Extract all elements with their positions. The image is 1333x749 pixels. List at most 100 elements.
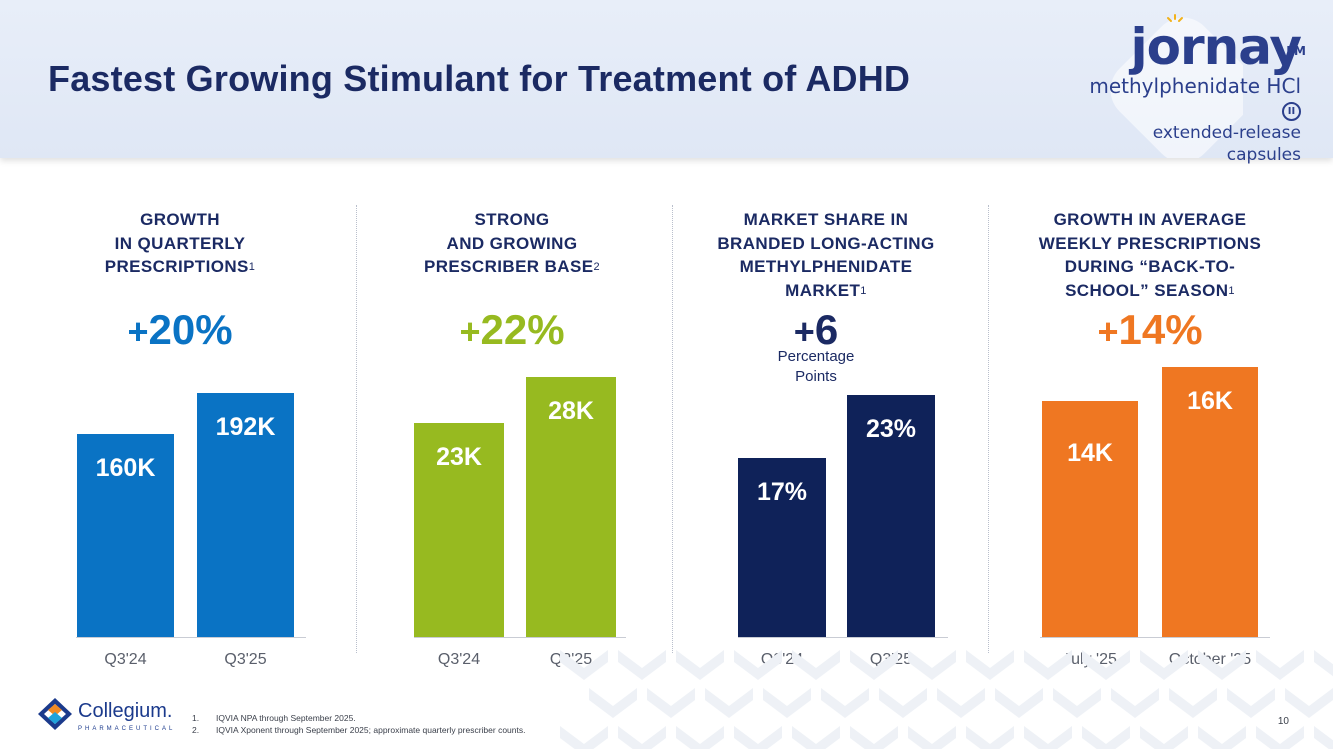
delta-sign: + (459, 311, 481, 352)
chevron-pattern (560, 650, 1333, 749)
kpi-panel: GROWTH IN QUARTERLY PRESCRIPTIONS1 +20% 160K… (30, 208, 330, 678)
chevron-shape (1198, 726, 1246, 749)
panel-heading-line: SCHOOL” SEASON1 (1065, 280, 1235, 300)
bar: 16K (1162, 367, 1258, 637)
chevron-shape (1198, 650, 1246, 680)
delta-sign: + (127, 311, 149, 352)
bar-value-label: 192K (215, 413, 276, 441)
chevron-shape (647, 688, 695, 718)
panel-heading-line: DURING “BACK-TO- (1064, 257, 1236, 276)
panel-divider (672, 205, 673, 653)
chevron-shape (1082, 726, 1130, 749)
x-tick-label: Q3'24 (437, 651, 481, 668)
footnotes: 1. IQVIA NPA through September 2025. 2. IQ… (192, 712, 525, 736)
delta-subtitle-line: Percentage (777, 348, 855, 365)
panel-divider (988, 205, 989, 653)
chevron-shape (734, 650, 782, 680)
panel-divider (356, 205, 357, 653)
chevron-shape (1140, 650, 1188, 680)
bar: 28K (526, 377, 616, 637)
collegium-logo: Collegium. PHARMACEUTICAL (36, 696, 172, 737)
chevron-shape (966, 650, 1014, 680)
chevron-shape (850, 726, 898, 749)
logo-generic-name: methylphenidate HClII (1086, 74, 1301, 122)
chevron-shape (734, 726, 782, 749)
chevron-shape (792, 726, 840, 749)
chevron-shape (1082, 650, 1130, 680)
header-band: Fastest Growing Stimulant for Treatment … (0, 0, 1333, 165)
delta-value: +14% (1000, 306, 1300, 354)
panel-heading: MARKET SHARE IN BRANDED LONG-ACTING METHYL… (676, 208, 976, 302)
bar-plot: 160K Q3'24 192K Q3'25 (30, 358, 330, 668)
chevron-shape (1024, 726, 1072, 749)
panel-heading-line: IN QUARTERLY (114, 233, 246, 253)
x-tick-label: Q3'25 (224, 651, 267, 668)
bar-value-label: 23% (865, 415, 917, 443)
chevron-shape (1053, 688, 1101, 718)
delta-number: 20% (148, 306, 233, 353)
panel-heading-line: METHYLPHENIDATE (739, 257, 913, 276)
panel-heading-line: MARKET SHARE IN (743, 210, 909, 229)
x-tick-label: Q3'24 (104, 651, 147, 668)
footnote: 2. IQVIA Xponent through September 2025; … (192, 725, 526, 735)
panel-heading: GROWTH IN QUARTERLY PRESCRIPTIONS1 (30, 208, 330, 279)
panel-heading-line: STRONG (474, 210, 550, 229)
chevron-shape (1024, 650, 1072, 680)
chevron-shape (1169, 688, 1217, 718)
chevron-shape (1285, 688, 1333, 718)
bar: 160K (77, 434, 174, 637)
bar-value-label: 28K (548, 397, 594, 425)
x-axis-line (414, 637, 626, 638)
chevron-shape (792, 650, 840, 680)
chevron-shape (1111, 688, 1159, 718)
collegium-subtitle: PHARMACEUTICAL (78, 726, 176, 732)
footnote-ref: 1 (248, 261, 256, 273)
footnote: 1. IQVIA NPA through September 2025. (192, 713, 356, 723)
chevron-shape (821, 688, 869, 718)
chevron-shape (966, 726, 1014, 749)
panel-heading-line: PRESCRIPTIONS1 (104, 257, 256, 276)
collegium-wordmark: Collegium. (78, 700, 173, 722)
chevron-shape (1256, 650, 1304, 680)
page-number: 10 (1277, 716, 1289, 727)
panel-heading-line: MARKET1 (785, 280, 867, 300)
chevron-shape (618, 726, 666, 749)
panel-heading-line: GROWTH IN AVERAGE (1053, 210, 1247, 229)
bar: 23K (414, 423, 504, 637)
chevron-shape (676, 650, 724, 680)
sun-icon (1167, 14, 1184, 22)
panel-heading-line: BRANDED LONG-ACTING (717, 233, 935, 253)
delta-number: 14% (1118, 306, 1203, 353)
bar: 14K (1042, 401, 1138, 637)
chevron-shape (560, 726, 608, 749)
bar: 23% (847, 395, 935, 637)
panel-heading-line: AND GROWING (446, 233, 578, 253)
chevron-shape (705, 688, 753, 718)
page-title: Fastest Growing Stimulant for Treatment … (48, 58, 911, 99)
delta-value: +6 (666, 306, 966, 354)
chevron-shape (908, 650, 956, 680)
bar-plot: 17%Q3'2423%Q3'25 (676, 358, 976, 668)
logo-formulation: extended-release capsules (1152, 123, 1301, 165)
chevron-shape (560, 650, 608, 680)
panel-heading: STRONG AND GROWING PRESCRIBER BASE2 (362, 208, 662, 279)
chevron-shape (850, 650, 898, 680)
footnote-ref: 1 (1228, 284, 1235, 297)
delta-sign: + (793, 311, 815, 352)
kpi-panel: GROWTH IN AVERAGE WEEKLY PRESCRIPTIONS DUR… (1000, 208, 1300, 678)
delta-subtitle-line: Points (795, 368, 837, 385)
chevron-shape (995, 688, 1043, 718)
bar-value-label: 14K (1067, 439, 1113, 467)
delta-value: +20% (30, 306, 330, 354)
bar-value-label: 16K (1187, 387, 1233, 415)
panel-heading-line: GROWTH (140, 210, 220, 229)
bar: 192K (197, 393, 294, 637)
jornay-logo: jornay PM methylphenidate HClII extended… (1086, 14, 1306, 165)
footnote-ref: 2 (593, 261, 600, 273)
panel-heading-line: PRESCRIBER BASE2 (424, 257, 600, 276)
x-axis-line (76, 637, 306, 638)
chevron-shape (763, 688, 811, 718)
chevron-shape (1314, 650, 1333, 677)
